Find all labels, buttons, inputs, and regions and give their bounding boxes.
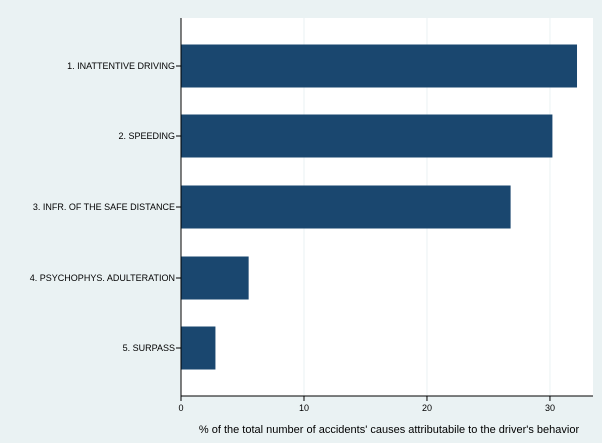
y-tick-label-4: 4. PSYCHOPHYS. ADULTERATION — [30, 273, 175, 283]
y-tick-label-1: 1. INATTENTIVE DRIVING — [67, 61, 175, 71]
y-tick-label-3: 3. INFR. OF THE SAFE DISTANCE — [33, 202, 175, 212]
y-tick-label-2: 2. SPEEDING — [118, 131, 175, 141]
y-tick-label-5: 5. SURPASS — [123, 343, 175, 353]
x-tick-label-10: 10 — [299, 403, 309, 413]
x-tick-label-30: 30 — [545, 403, 555, 413]
x-tick-label-0: 0 — [178, 403, 183, 413]
bar-4 — [181, 256, 249, 300]
bar-5 — [181, 326, 216, 370]
bars — [181, 44, 578, 370]
bar-2 — [181, 114, 553, 158]
y-tick-labels: 1. INATTENTIVE DRIVING 2. SPEEDING 3. INFR… — [30, 61, 181, 353]
x-tick-label-20: 20 — [422, 403, 432, 413]
bar-1 — [181, 44, 578, 88]
x-tick-labels: 0 10 20 30 — [178, 396, 555, 413]
bar-3 — [181, 185, 511, 229]
x-axis-label: % of the total number of accidents' caus… — [199, 424, 580, 436]
